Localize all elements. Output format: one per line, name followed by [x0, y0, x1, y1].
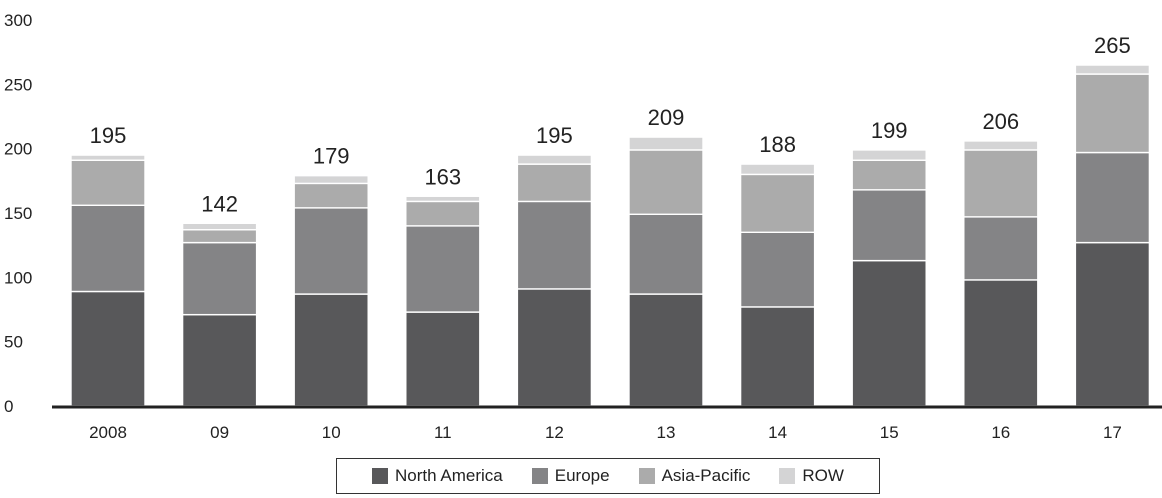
bar-segment-north-america: [739, 306, 816, 407]
bar-total-label: 142: [201, 191, 238, 216]
stacked-bar-chart: 0 50 100 150 200 250 300 195 142 179 163 195 209 188…: [4, 11, 1162, 442]
bar-segment-row: [628, 136, 704, 151]
bar-segment-asia-pacific: [851, 159, 927, 191]
bar-segment-north-america: [516, 288, 593, 407]
bar-stack: [1074, 64, 1151, 407]
x-tick-label: 16: [991, 423, 1010, 442]
bar-segment-row: [405, 195, 481, 203]
bar-stack: [181, 222, 258, 407]
legend-item-north-america: North America: [372, 466, 503, 486]
bar-segment-asia-pacific: [1074, 73, 1151, 154]
bar-segment-row: [851, 149, 927, 161]
x-tick-label: 10: [322, 423, 341, 442]
bar-total-labels: 195 142 179 163 195 209 188 199 206 265: [90, 33, 1131, 216]
bar-segment-north-america: [405, 311, 481, 407]
bar-stack: [516, 154, 593, 407]
bar-total-label: 209: [648, 105, 685, 130]
bar-segment-asia-pacific: [739, 173, 816, 233]
legend-swatch: [372, 468, 389, 484]
bar-segment-row: [963, 140, 1039, 151]
y-tick-label: 250: [4, 75, 32, 94]
bar-segment-europe: [181, 241, 258, 316]
x-tick-label: 15: [880, 423, 899, 442]
legend-label: Asia-Pacific: [661, 466, 751, 485]
y-tick-label: 300: [4, 11, 32, 30]
y-axis-ticks: 0 50 100 150 200 250 300: [4, 11, 32, 416]
y-tick-label: 50: [4, 333, 23, 352]
bar-stack: [963, 140, 1039, 407]
legend-label: ROW: [802, 466, 844, 485]
legend-label: Europe: [554, 466, 610, 485]
legend-item-europe: Europe: [531, 466, 610, 486]
bar-total-label: 206: [982, 109, 1019, 134]
x-tick-label: 13: [657, 423, 676, 442]
bar-segment-north-america: [851, 259, 927, 407]
y-tick-label: 0: [4, 397, 13, 416]
bar-segment-row: [516, 154, 593, 165]
bar-stack: [628, 136, 704, 407]
bar-total-label: 188: [759, 132, 796, 157]
x-tick-label: 11: [434, 423, 452, 442]
y-tick-label: 150: [4, 204, 32, 223]
bar-total-label: 163: [424, 164, 461, 189]
bar-segment-north-america: [181, 313, 258, 407]
x-tick-label: 09: [210, 423, 229, 442]
bar-segment-europe: [963, 216, 1039, 281]
bar-segment-europe: [851, 189, 927, 262]
bar-segment-row: [293, 174, 369, 185]
legend-label: North America: [395, 466, 503, 485]
bar-total-label: 195: [536, 123, 573, 148]
x-tick-label: 14: [768, 423, 787, 442]
x-tick-label: 17: [1103, 423, 1122, 442]
bar-stack: [70, 154, 146, 407]
bar-segment-north-america: [628, 293, 704, 407]
bar-stack: [739, 163, 816, 407]
bar-segment-row: [1074, 64, 1151, 75]
bar-segment-asia-pacific: [181, 229, 258, 244]
legend-item-asia-pacific: Asia-Pacific: [638, 466, 751, 486]
bar-segment-north-america: [293, 293, 369, 407]
x-tick-label: 12: [545, 423, 564, 442]
x-tick-label: 2008: [89, 423, 127, 442]
bar-segment-europe: [1074, 151, 1151, 244]
legend-item-row: ROW: [779, 466, 844, 486]
bar-segment-europe: [293, 207, 369, 295]
bar-total-label: 195: [90, 123, 127, 148]
bar-segment-europe: [628, 213, 704, 295]
bar-segment-row: [70, 154, 146, 161]
legend-swatch: [638, 468, 655, 484]
bar-stacks: [70, 64, 1151, 407]
bar-segment-north-america: [1074, 241, 1151, 407]
bar-segment-europe: [70, 204, 146, 293]
bar-segment-north-america: [70, 290, 146, 407]
bar-segment-europe: [739, 231, 816, 308]
bar-total-label: 265: [1094, 33, 1131, 58]
y-tick-label: 100: [4, 268, 32, 287]
bar-total-label: 179: [313, 144, 350, 169]
bar-segment-north-america: [963, 279, 1039, 407]
bar-total-label: 199: [871, 118, 908, 143]
legend: North America Europe Asia-Pacific ROW: [336, 458, 880, 494]
bar-stack: [851, 149, 927, 407]
bar-segment-asia-pacific: [516, 163, 593, 203]
x-axis-ticks: 2008 09 10 11 12 13 14 15 16 17: [89, 423, 1122, 442]
bar-segment-asia-pacific: [405, 200, 481, 227]
legend-swatch: [531, 468, 548, 484]
y-tick-label: 200: [4, 140, 32, 159]
bar-segment-europe: [516, 200, 593, 290]
bar-segment-row: [739, 163, 816, 176]
bar-segment-asia-pacific: [293, 182, 369, 209]
bar-segment-asia-pacific: [628, 149, 704, 215]
bar-stack: [405, 195, 481, 407]
bar-segment-europe: [405, 225, 481, 313]
legend-swatch: [779, 468, 796, 484]
bar-segment-asia-pacific: [963, 149, 1039, 218]
bar-segment-row: [181, 222, 258, 231]
bar-stack: [293, 174, 369, 407]
bar-segment-asia-pacific: [70, 159, 146, 206]
